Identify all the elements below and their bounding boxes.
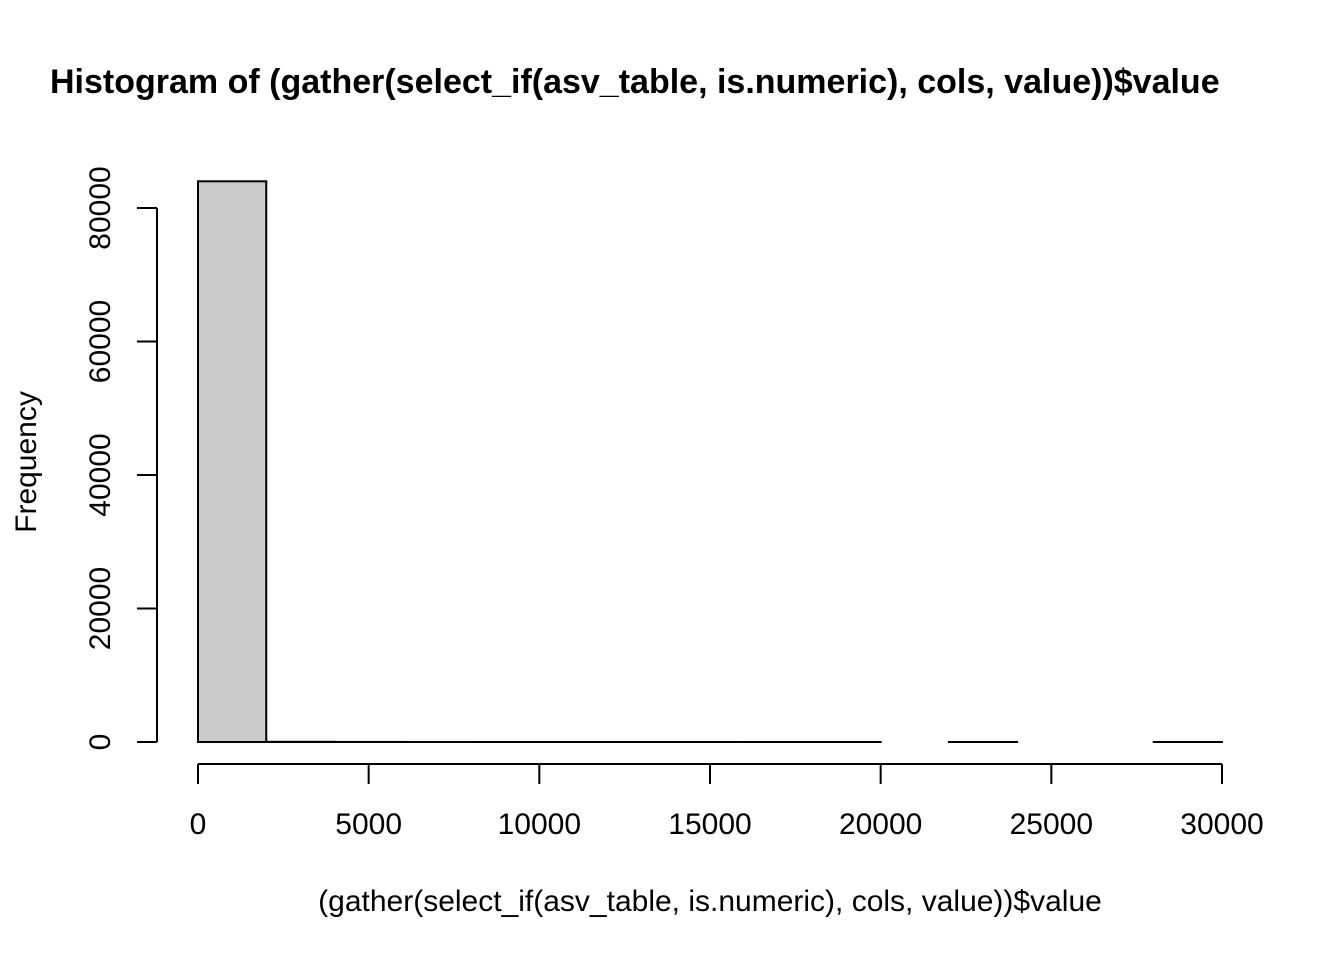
y-tick-label: 40000 [84,433,117,516]
y-axis-label: Frequency [10,391,43,533]
x-tick-label: 0 [190,808,207,841]
x-axis-label: (gather(select_if(asv_table, is.numeric)… [318,885,1102,918]
chart-title: Histogram of (gather(select_if(asv_table… [50,63,1220,101]
histogram-bar [197,180,268,744]
y-tick-label: 60000 [84,300,117,383]
x-tick-label: 15000 [668,808,751,841]
y-tick-label: 80000 [84,166,117,249]
x-tick-label: 20000 [839,808,922,841]
bars-group [197,180,1223,744]
x-tick-label: 25000 [1010,808,1093,841]
y-axis: 0 20000 40000 60000 80000 [84,166,158,751]
x-axis: 0 5000 10000 15000 20000 25000 30000 [190,763,1264,841]
y-tick-label: 0 [84,734,117,751]
x-tick-label: 30000 [1180,808,1263,841]
x-tick-label: 5000 [335,808,402,841]
x-tick-label: 10000 [498,808,581,841]
y-tick-label: 20000 [84,567,117,650]
